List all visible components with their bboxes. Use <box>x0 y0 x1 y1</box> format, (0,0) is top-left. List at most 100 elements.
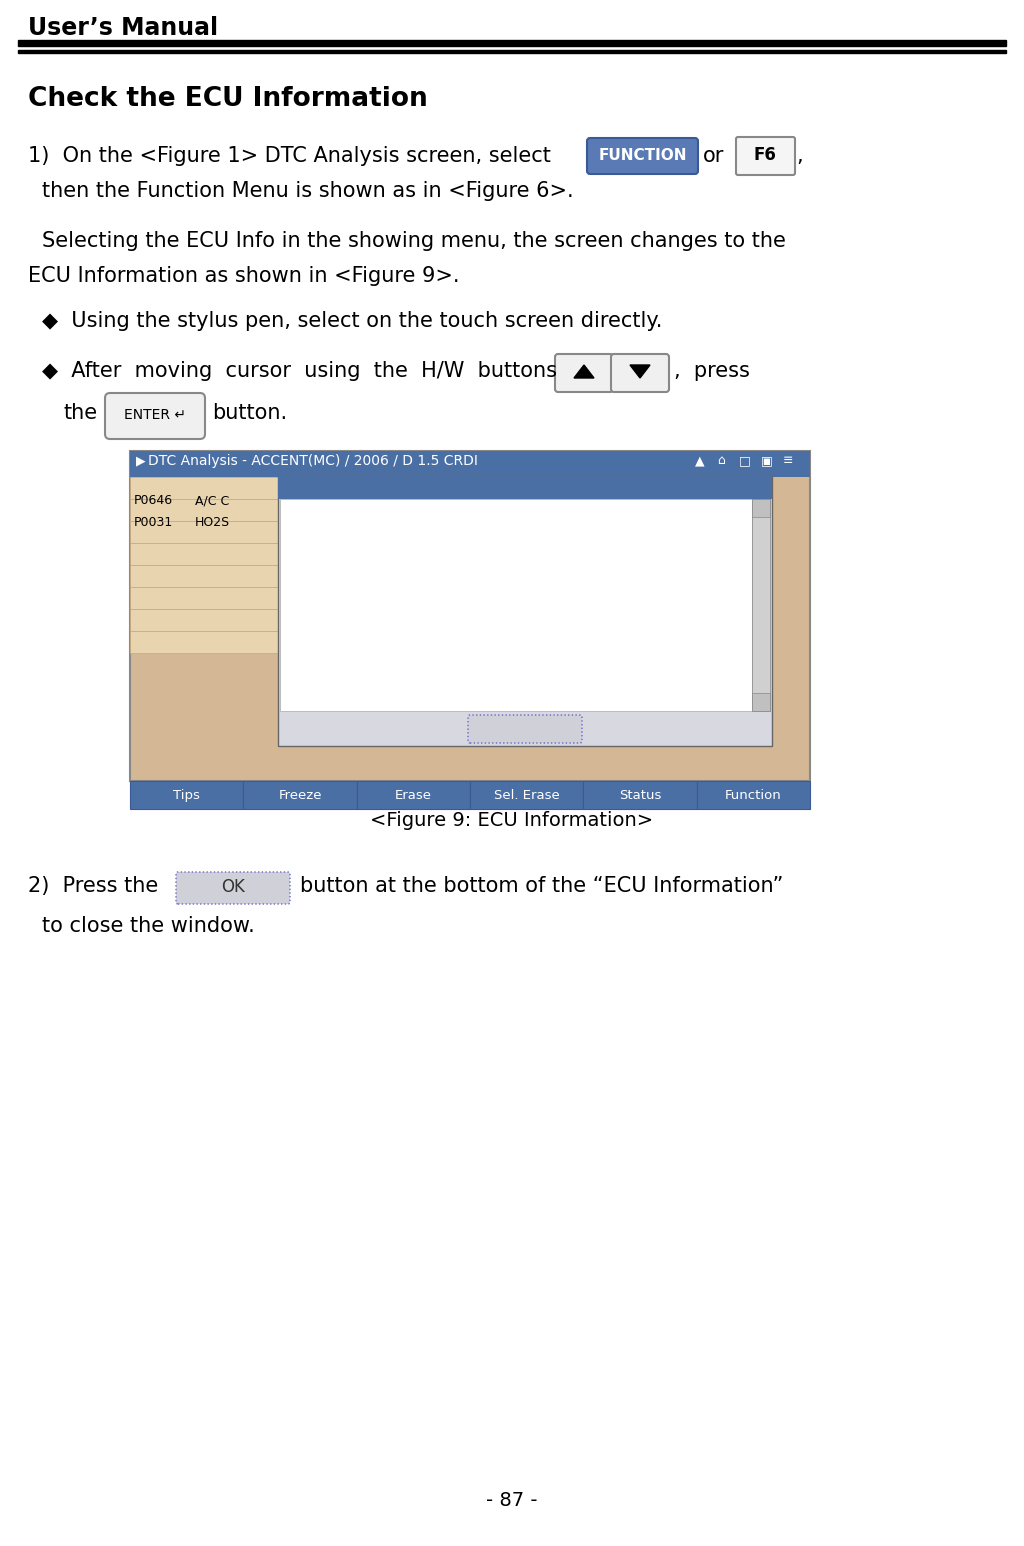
Bar <box>696 781 810 809</box>
Text: ,  press: , press <box>674 362 750 380</box>
Bar <box>752 499 770 516</box>
Bar <box>18 40 1006 46</box>
Text: <Figure 9: ECU Information>: <Figure 9: ECU Information> <box>371 812 653 830</box>
Text: ◆  Using the stylus pen, select on the touch screen directly.: ◆ Using the stylus pen, select on the to… <box>42 311 663 331</box>
Text: Freeze: Freeze <box>279 788 322 801</box>
Polygon shape <box>630 365 650 379</box>
Text: FUNCTION: FUNCTION <box>598 147 687 162</box>
Text: ▼: ▼ <box>758 697 765 707</box>
Bar <box>450 478 510 499</box>
Text: P0031: P0031 <box>134 516 173 529</box>
Bar <box>130 478 300 499</box>
Text: ECU Information as shown in <Figure 9>.: ECU Information as shown in <Figure 9>. <box>28 266 460 286</box>
Bar <box>752 499 770 711</box>
Bar <box>584 781 696 809</box>
FancyBboxPatch shape <box>587 138 698 175</box>
Bar <box>319 521 380 543</box>
Bar <box>319 609 380 631</box>
FancyBboxPatch shape <box>105 393 205 439</box>
Bar <box>570 631 630 652</box>
Bar <box>450 587 510 609</box>
Bar <box>450 499 510 521</box>
Bar <box>570 543 630 564</box>
Text: Erase: Erase <box>395 788 432 801</box>
Bar <box>280 499 752 711</box>
Bar <box>18 49 1006 53</box>
Text: the: the <box>63 404 97 424</box>
Text: ► ECU Information: ► ECU Information <box>284 478 427 492</box>
Bar <box>450 631 510 652</box>
Text: Function: Function <box>725 788 781 801</box>
Text: button at the bottom of the “ECU Information”: button at the bottom of the “ECU Informa… <box>300 877 783 897</box>
Text: ECU H/W No. :39100-2A605: ECU H/W No. :39100-2A605 <box>286 530 477 546</box>
Text: DTC Analysis - ACCENT(MC) / 2006 / D 1.5 CRDI: DTC Analysis - ACCENT(MC) / 2006 / D 1.5… <box>148 455 478 468</box>
Bar <box>278 475 772 747</box>
Bar <box>319 478 380 499</box>
Bar <box>130 451 810 781</box>
Text: ▶: ▶ <box>136 455 145 467</box>
Bar <box>130 564 300 587</box>
Bar <box>130 521 300 543</box>
Text: P0646: P0646 <box>134 495 173 507</box>
Bar <box>450 521 510 543</box>
Text: ≡: ≡ <box>783 455 794 467</box>
Text: ⌂: ⌂ <box>717 455 725 467</box>
Text: OK: OK <box>221 878 245 897</box>
Text: F6: F6 <box>754 145 776 164</box>
Text: 2)  Press the: 2) Press the <box>28 877 159 897</box>
Bar <box>570 564 630 587</box>
Text: ◆  After  moving  cursor  using  the  H/W  buttons: ◆ After moving cursor using the H/W butt… <box>42 362 557 380</box>
Bar <box>570 609 630 631</box>
Text: User’s Manual: User’s Manual <box>28 15 218 40</box>
Text: 1)  On the <Figure 1> DTC Analysis screen, select: 1) On the <Figure 1> DTC Analysis screen… <box>28 145 551 165</box>
FancyBboxPatch shape <box>176 872 290 904</box>
FancyBboxPatch shape <box>555 354 613 393</box>
Bar <box>130 587 300 609</box>
Bar <box>450 564 510 587</box>
Bar <box>752 693 770 711</box>
Text: ▲: ▲ <box>695 455 705 467</box>
FancyBboxPatch shape <box>468 714 582 744</box>
Text: ,: , <box>796 145 803 165</box>
Text: Selecting the ECU Info in the showing menu, the screen changes to the: Selecting the ECU Info in the showing me… <box>42 230 785 250</box>
Bar <box>450 676 510 697</box>
Text: OK: OK <box>514 720 536 736</box>
Text: Calibration :JBADI4UV03-----: Calibration :JBADI4UV03----- <box>286 513 479 527</box>
Text: or: or <box>703 145 724 165</box>
Text: Check the ECU Information: Check the ECU Information <box>28 87 428 111</box>
Text: A/C C: A/C C <box>195 495 229 507</box>
Bar <box>319 499 380 521</box>
Text: - 87 -: - 87 - <box>486 1490 538 1510</box>
Bar <box>570 652 630 676</box>
FancyBboxPatch shape <box>736 138 795 175</box>
Bar <box>319 676 380 697</box>
Bar <box>570 499 630 521</box>
Bar <box>450 609 510 631</box>
Bar <box>130 451 810 478</box>
Bar <box>278 475 772 499</box>
Text: □: □ <box>739 455 751 467</box>
Text: Status: Status <box>618 788 662 801</box>
Bar <box>319 631 380 652</box>
Polygon shape <box>574 365 594 379</box>
Bar <box>570 521 630 543</box>
Bar <box>130 781 244 809</box>
Bar <box>319 564 380 587</box>
Bar <box>130 631 300 652</box>
Text: ENTER ↵: ENTER ↵ <box>124 408 186 422</box>
Bar <box>470 781 584 809</box>
Text: button.: button. <box>212 404 287 424</box>
Bar <box>356 781 470 809</box>
Text: ▲: ▲ <box>758 502 765 513</box>
Bar <box>319 652 380 676</box>
Bar <box>319 543 380 564</box>
Bar <box>130 499 300 521</box>
Bar <box>130 609 300 631</box>
Bar <box>450 543 510 564</box>
Bar <box>244 781 356 809</box>
Text: ROM ID :A1JB4A2DIO7S: ROM ID :A1JB4A2DIO7S <box>286 549 449 563</box>
Bar <box>570 587 630 609</box>
Bar <box>450 652 510 676</box>
Text: Tips: Tips <box>173 788 200 801</box>
Bar <box>130 543 300 564</box>
